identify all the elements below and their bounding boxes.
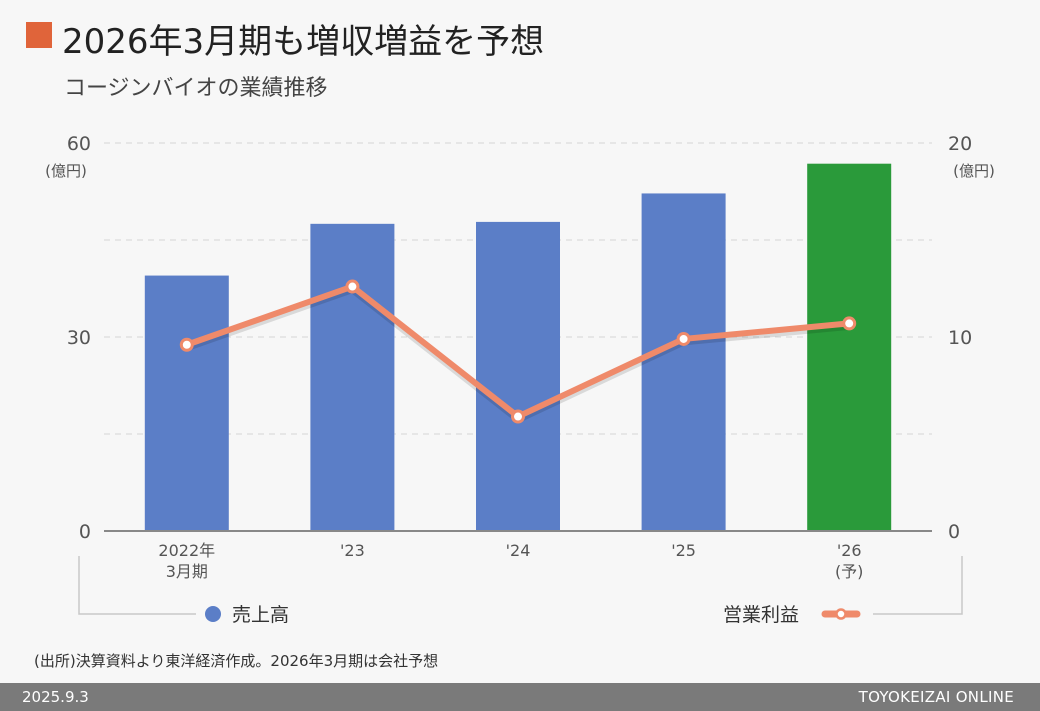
right-axis-tick: 10 — [948, 327, 972, 349]
bar-2 — [310, 223, 395, 532]
publish-date: 2025.9.3 — [22, 688, 89, 706]
legend-bar-swatch — [205, 606, 221, 622]
category-label: 2022年 — [158, 541, 215, 560]
left-axis-tick: 0 — [79, 521, 91, 543]
right-axis-tick: 0 — [948, 521, 960, 543]
category-label: '23 — [340, 541, 365, 560]
category-label: '24 — [506, 541, 531, 560]
left-axis-tick: 60 — [67, 133, 91, 155]
legend-frame-left — [78, 556, 196, 615]
right-axis-tick: 20 — [948, 133, 972, 155]
line-point-4 — [676, 331, 691, 346]
line-point-1 — [179, 337, 194, 352]
line-point-5 — [842, 316, 857, 331]
bar-5 — [807, 163, 892, 531]
legend-line-marker — [835, 608, 847, 620]
right-axis-unit: (億円) — [953, 162, 995, 180]
left-axis-tick: 30 — [67, 327, 91, 349]
category-label: '26 — [837, 541, 862, 560]
chart-area: 0 30 60 (億円) 0 10 20 (億円) 2022年 3月期 '23 '24 '25 '26 (予… — [45, 133, 995, 626]
bar-3 — [476, 221, 560, 532]
line-point-3 — [511, 409, 525, 424]
bar-4 — [641, 193, 726, 531]
brand-name: TOYOKEIZAI ONLINE — [858, 688, 1014, 706]
chart-title: 2026年3月期も増収増益を予想 — [62, 22, 545, 62]
category-label: 3月期 — [166, 562, 208, 581]
left-axis-unit: (億円) — [45, 162, 87, 180]
category-label: '25 — [671, 541, 696, 560]
bar-1 — [144, 275, 229, 531]
legend-bar-label: 売上高 — [232, 604, 289, 626]
footer-bar: 2025.9.3 TOYOKEIZAI ONLINE — [0, 683, 1040, 711]
title-marker — [26, 22, 52, 48]
category-label: (予) — [835, 562, 864, 581]
chart-subtitle: コージンバイオの業績推移 — [64, 76, 328, 101]
legend-line-label: 営業利益 — [723, 604, 799, 626]
line-point-2 — [345, 279, 360, 294]
source-note: (出所)決算資料より東洋経済作成。2026年3月期は会社予想 — [34, 652, 439, 670]
legend-frame-right — [873, 556, 963, 615]
